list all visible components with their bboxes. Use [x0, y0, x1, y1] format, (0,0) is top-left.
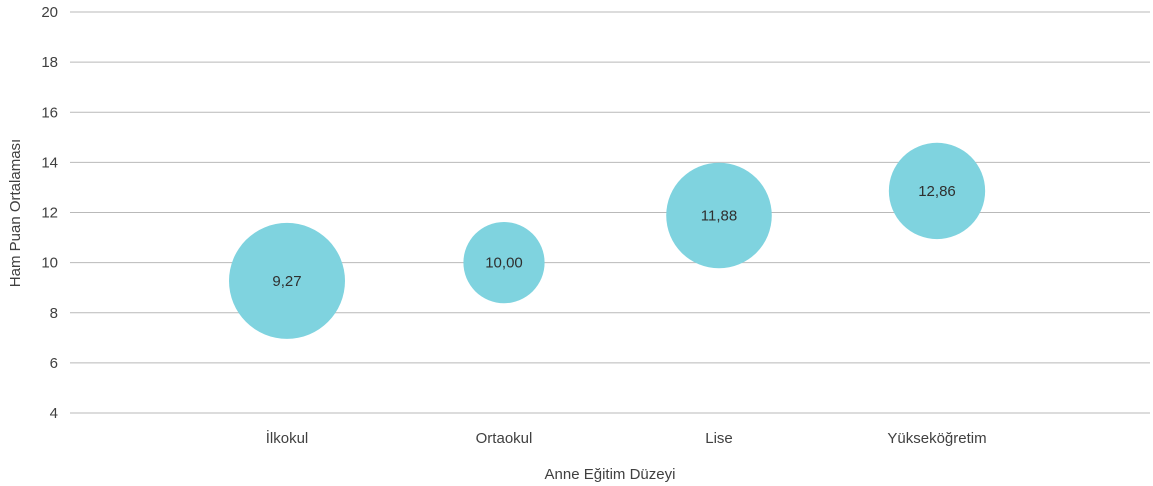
x-tick-label: İlkokul — [266, 429, 309, 447]
y-axis-ticks: 4 6 8 10 12 14 16 18 20 — [41, 4, 58, 422]
bubble — [666, 162, 772, 269]
bubble-data-label: 9,27 — [272, 273, 301, 290]
bubble — [463, 222, 545, 304]
y-tick-label: 6 — [50, 355, 58, 372]
bubble-data-label: 10,00 — [485, 255, 523, 272]
x-axis-ticks: İlkokul Ortaokul Lise Yükseköğretim — [266, 429, 987, 447]
bubble-data-label: 12,86 — [918, 183, 956, 200]
y-tick-label: 10 — [41, 255, 58, 272]
bubble — [888, 142, 986, 240]
y-tick-label: 16 — [41, 104, 58, 121]
bubbles: 9,27 10,00 11,88 12,86 — [229, 142, 986, 339]
y-tick-label: 18 — [41, 54, 58, 71]
bubble — [229, 222, 345, 339]
x-tick-label: Lise — [705, 430, 733, 447]
y-tick-label: 14 — [41, 154, 58, 171]
y-tick-label: 20 — [41, 4, 58, 21]
gridlines — [70, 11, 1150, 414]
y-tick-label: 8 — [50, 305, 58, 322]
y-tick-label: 4 — [50, 405, 58, 422]
x-tick-label: Ortaokul — [476, 430, 533, 447]
x-tick-label: Yükseköğretim — [887, 430, 986, 447]
y-axis-title: Ham Puan Ortalaması — [7, 139, 24, 287]
x-axis-title: Anne Eğitim Düzeyi — [545, 466, 676, 483]
bubble-data-label: 11,88 — [701, 208, 737, 225]
y-tick-label: 12 — [41, 205, 58, 222]
